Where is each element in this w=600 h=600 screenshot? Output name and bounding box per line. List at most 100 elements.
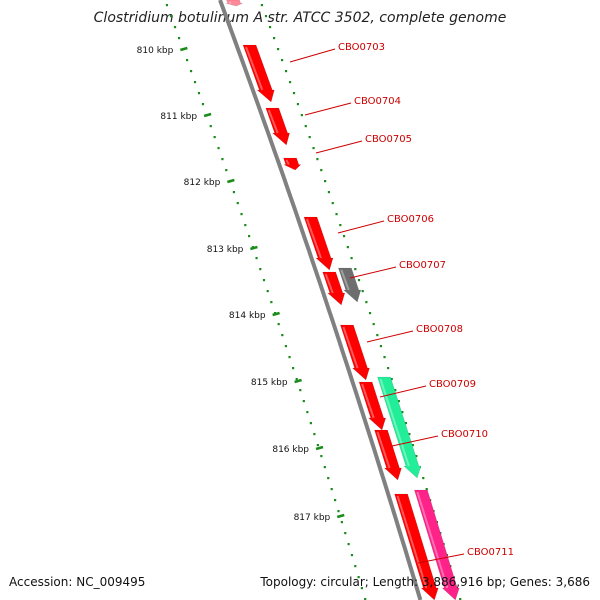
track-dot — [177, 37, 181, 40]
track-dot — [350, 554, 354, 557]
gene-label: CBO0708 — [416, 324, 463, 335]
track-dot — [347, 543, 350, 546]
track-dot — [415, 455, 418, 458]
track-dot — [376, 334, 379, 337]
track-dot — [280, 59, 284, 62]
track-dot — [394, 389, 397, 392]
gene-arrow-green — [377, 376, 422, 479]
gene-leader-line — [379, 385, 427, 398]
accession-text: Accession: NC_009495 — [9, 575, 146, 589]
track-dot — [408, 433, 411, 436]
gene-arrow-gray-shade — [340, 269, 350, 291]
gene-arrow-cbo0709 — [358, 381, 387, 431]
track-dot — [459, 598, 462, 600]
gene-leader-line — [304, 102, 352, 116]
track-dot — [354, 268, 357, 271]
scale-tick-label: 813 kbp — [207, 245, 244, 255]
track-dot — [165, 4, 169, 7]
gene-arrow-gray — [337, 267, 362, 303]
scale-tick-mark — [315, 445, 324, 451]
track-dot — [316, 444, 319, 447]
track-dot — [277, 323, 280, 326]
track-dot — [320, 169, 323, 172]
track-dot — [266, 290, 269, 293]
track-dot — [201, 103, 205, 106]
track-dot — [401, 411, 404, 414]
track-dot — [306, 411, 309, 414]
track-dot — [225, 169, 228, 172]
track-dot — [270, 301, 273, 304]
gene-leader-line — [289, 48, 336, 63]
track-dot — [327, 477, 330, 480]
track-dot — [404, 422, 407, 425]
gene-label: CBO0703 — [338, 42, 385, 53]
track-dot — [281, 334, 284, 337]
track-dot — [173, 26, 177, 29]
track-dot — [288, 356, 291, 359]
track-dot — [209, 125, 212, 128]
track-dot — [312, 147, 315, 150]
gene-arrow-cbo0708 — [339, 324, 370, 381]
track-dot — [262, 279, 266, 282]
scale-tick-label: 812 kbp — [184, 178, 221, 188]
gene-arrow-cbo0705 — [283, 157, 302, 171]
gene-arrow-cbo0706 — [303, 216, 334, 271]
track-dot — [185, 59, 189, 62]
track-dot — [372, 323, 375, 326]
track-dot — [295, 378, 298, 381]
track-dot — [302, 400, 305, 403]
genome-summary-text: Topology: circular; Length: 3,886,916 bp… — [260, 575, 590, 589]
track-dot — [337, 510, 340, 513]
gene-label: CBO0704 — [354, 96, 401, 107]
gene-arrow-cbo0707-shade — [324, 273, 334, 294]
track-dot — [193, 81, 197, 84]
genome-backbone — [218, 0, 423, 600]
gene-arrow-pink — [413, 489, 460, 600]
scale-tick-mark — [203, 112, 212, 118]
track-dot — [259, 268, 262, 271]
scale-tick-label: 815 kbp — [251, 378, 288, 388]
gene-arrow-cbo0711 — [394, 493, 439, 600]
track-dot — [288, 81, 292, 84]
track-dot — [247, 235, 251, 238]
track-dot — [361, 290, 364, 293]
gene-arrow-pink-shade — [416, 491, 449, 589]
track-dot — [364, 598, 367, 600]
track-dot — [189, 70, 193, 73]
track-dot — [299, 389, 302, 392]
gene-arrow-cbo0704 — [265, 107, 290, 146]
track-dot — [411, 444, 414, 447]
scale-tick-label: 817 kbp — [294, 513, 331, 523]
track-dot — [300, 114, 303, 117]
track-dot — [236, 202, 239, 205]
track-dot — [292, 92, 296, 95]
track-dot — [264, 15, 268, 18]
track-dot — [390, 378, 393, 381]
gene-leader-line — [366, 330, 414, 343]
gene-arrow-cbo0707 — [322, 271, 346, 306]
gene-arrow-top-partial-shade — [228, 1, 232, 4]
track-dot — [255, 257, 258, 260]
gene-arrow-cbo0708-shade — [342, 326, 359, 369]
track-dot — [232, 191, 236, 194]
track-dot — [284, 70, 288, 73]
track-dot — [316, 158, 319, 161]
scale-tick-mark — [250, 245, 258, 251]
track-dot — [387, 367, 390, 370]
track-dot — [425, 488, 428, 491]
track-dot — [284, 345, 288, 348]
gene-arrow-cbo0709-shade — [361, 383, 375, 419]
gene-leader-line — [315, 140, 363, 154]
track-dot — [422, 477, 425, 480]
track-dot — [320, 455, 323, 458]
track-dot — [331, 202, 334, 205]
scale-tick-label: 810 kbp — [137, 46, 174, 56]
track-dot — [304, 125, 307, 128]
track-dot — [197, 92, 201, 95]
gene-leader-line — [349, 266, 397, 279]
gene-arrow-top-partial — [225, 0, 243, 7]
gene-arrow-cbo0711-shade — [396, 495, 428, 589]
track-dot — [368, 312, 372, 315]
track-dot — [344, 532, 347, 535]
